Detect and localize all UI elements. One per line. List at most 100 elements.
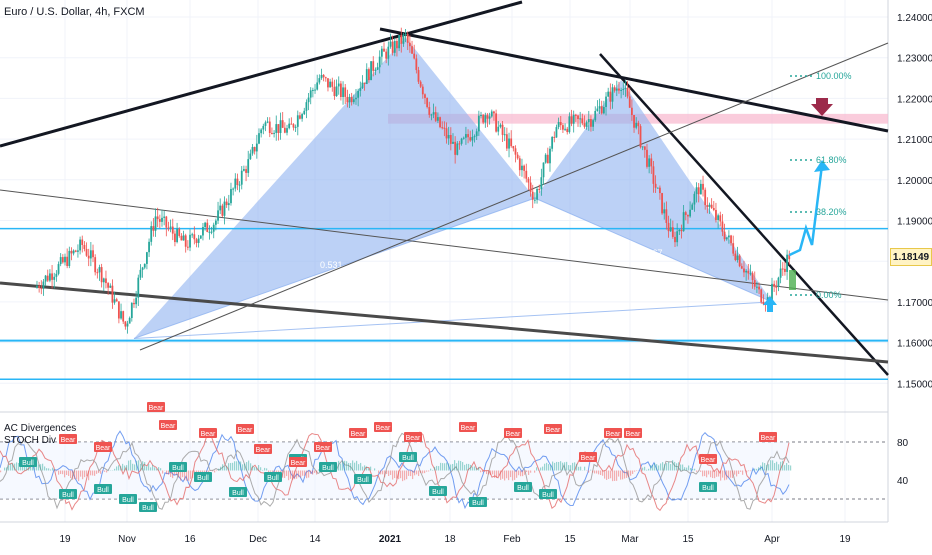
candle-body (724, 232, 726, 240)
candle-body (676, 231, 678, 242)
ac-histogram-bar (192, 471, 193, 478)
ac-histogram-bar (256, 468, 257, 471)
candle-body (256, 144, 258, 152)
candle-body (698, 187, 700, 194)
bear-divergence-label: Bear (161, 423, 176, 430)
candle-body (545, 155, 547, 163)
candle-body (540, 177, 542, 189)
ac-histogram-bar (342, 461, 343, 470)
oscillator-label-stoch: STOCH Div (4, 435, 56, 446)
candle-body (506, 134, 508, 148)
ac-histogram-bar (356, 461, 357, 471)
candle-body (568, 116, 570, 132)
candle-body (342, 87, 344, 97)
ac-histogram-bar (40, 464, 41, 470)
ac-histogram-bar (482, 471, 483, 473)
candle-body (437, 117, 439, 121)
ac-histogram-bar (282, 471, 283, 478)
ac-histogram-bar (780, 462, 781, 471)
ac-histogram-bar (292, 471, 293, 480)
ac-histogram-bar (788, 465, 789, 471)
candle-body (614, 87, 616, 90)
candle-body (450, 135, 452, 144)
candle-body (497, 127, 499, 132)
candle-body (644, 146, 646, 149)
ac-histogram-bar (734, 471, 735, 475)
y-tick-label: 1.17000 (897, 298, 932, 309)
fib-level-label: 61.80% (816, 155, 847, 165)
entry-marker (789, 270, 796, 290)
candle-body (215, 221, 217, 225)
ac-histogram-bar (578, 467, 579, 471)
candle-body (553, 137, 555, 138)
bull-divergence-label: Bull (322, 465, 334, 472)
candle-body (232, 189, 234, 190)
ac-histogram-bar (294, 471, 295, 480)
candle-body (107, 283, 109, 288)
ac-histogram-bar (42, 464, 43, 471)
ac-histogram-bar (702, 471, 703, 477)
ac-histogram-bar (234, 461, 235, 470)
ac-histogram-bar (230, 463, 231, 471)
x-tick-label: 15 (564, 534, 576, 545)
ac-histogram-bar (676, 463, 677, 470)
ac-histogram-bar (568, 465, 569, 470)
candle-body (508, 138, 510, 148)
ac-histogram-bar (452, 464, 453, 471)
ac-histogram-bar (576, 464, 577, 471)
candle-body (43, 282, 45, 289)
ac-histogram-bar (534, 471, 535, 473)
fib-level-label: 38.20% (816, 207, 847, 217)
candle-body (366, 69, 368, 84)
candle-body (323, 75, 325, 77)
candle-body (573, 115, 575, 124)
candle-body (575, 115, 577, 116)
ac-histogram-bar (68, 471, 69, 476)
ac-histogram-bar (410, 471, 411, 477)
candle-body (290, 124, 292, 125)
ac-histogram-bar (546, 463, 547, 471)
candle-body (683, 212, 685, 231)
candle-body (586, 122, 588, 127)
candle-body (198, 239, 200, 243)
candle-body (784, 269, 786, 272)
candle-body (81, 240, 83, 245)
ac-histogram-bar (300, 471, 301, 478)
ac-histogram-bar (424, 471, 425, 474)
candle-body (704, 190, 706, 205)
candle-body (685, 212, 687, 215)
candle-body (637, 123, 639, 126)
candle-body (191, 234, 193, 235)
ac-histogram-bar (148, 464, 149, 470)
candle-body (407, 34, 409, 43)
ac-histogram-bar (550, 465, 551, 471)
candle-body (493, 111, 495, 113)
ac-histogram-bar (436, 466, 437, 471)
candle-body (551, 137, 553, 149)
candle-body (661, 193, 663, 213)
candle-body (152, 226, 154, 231)
ac-histogram-bar (12, 463, 13, 470)
candle-body (364, 83, 366, 84)
candle-body (275, 124, 277, 133)
ac-histogram-bar (584, 467, 585, 471)
candle-body (150, 226, 152, 242)
ac-histogram-bar (226, 466, 227, 471)
ac-histogram-bar (670, 464, 671, 470)
candle-body (349, 97, 351, 102)
candle-body (409, 43, 411, 46)
ac-histogram-bar (700, 471, 701, 472)
candle-body (603, 107, 605, 113)
ac-histogram-bar (398, 471, 399, 480)
candle-body (142, 268, 144, 270)
ac-histogram-bar (766, 465, 767, 471)
candle-body (422, 87, 424, 95)
candle-body (601, 106, 603, 113)
ac-histogram-bar (548, 464, 549, 470)
candle-body (543, 163, 545, 178)
ac-histogram-bar (444, 463, 445, 470)
candle-body (566, 129, 568, 132)
candle-body (112, 286, 114, 303)
